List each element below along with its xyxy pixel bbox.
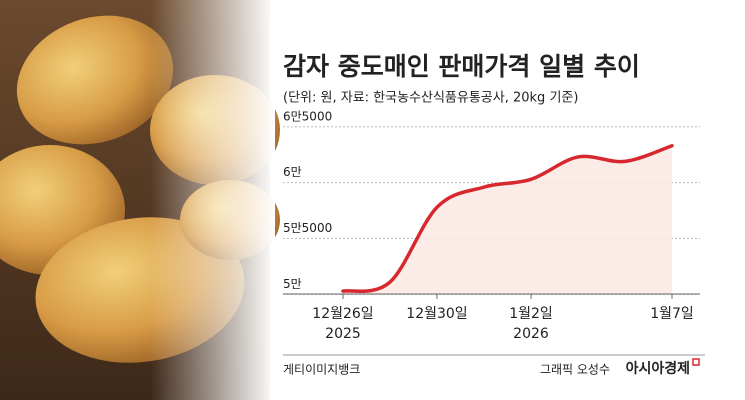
publisher: 아시아경제 xyxy=(626,360,690,377)
y-tick-label: 5만5000 xyxy=(283,221,332,235)
y-tick-label: 6만 xyxy=(283,165,302,179)
graphic-credit: 그래픽 오성수 xyxy=(540,363,610,377)
chart-subtitle: (단위: 원, 자료: 한국농수산식품유통공사, 20kg 기준) xyxy=(283,91,578,106)
x-year-label: 2025 xyxy=(325,326,361,342)
line xyxy=(341,144,674,294)
x-tick-label: 1월2일 xyxy=(509,306,553,322)
x-tick-label: 12월26일 xyxy=(312,306,373,322)
chart-title: 감자 중도매인 판매가격 일별 추이 xyxy=(283,52,640,81)
x-year-label: 2026 xyxy=(513,326,549,342)
area xyxy=(343,145,672,294)
y-tick-label: 5만 xyxy=(283,277,302,291)
y-tick-label: 6만5000 xyxy=(283,109,332,123)
x-tick-label: 12월30일 xyxy=(406,306,467,322)
photo-credit: 게티이미지뱅크 xyxy=(283,363,360,377)
photo xyxy=(0,0,280,400)
logo-mark xyxy=(692,358,700,366)
x-tick-label: 1월7일 xyxy=(650,306,694,322)
